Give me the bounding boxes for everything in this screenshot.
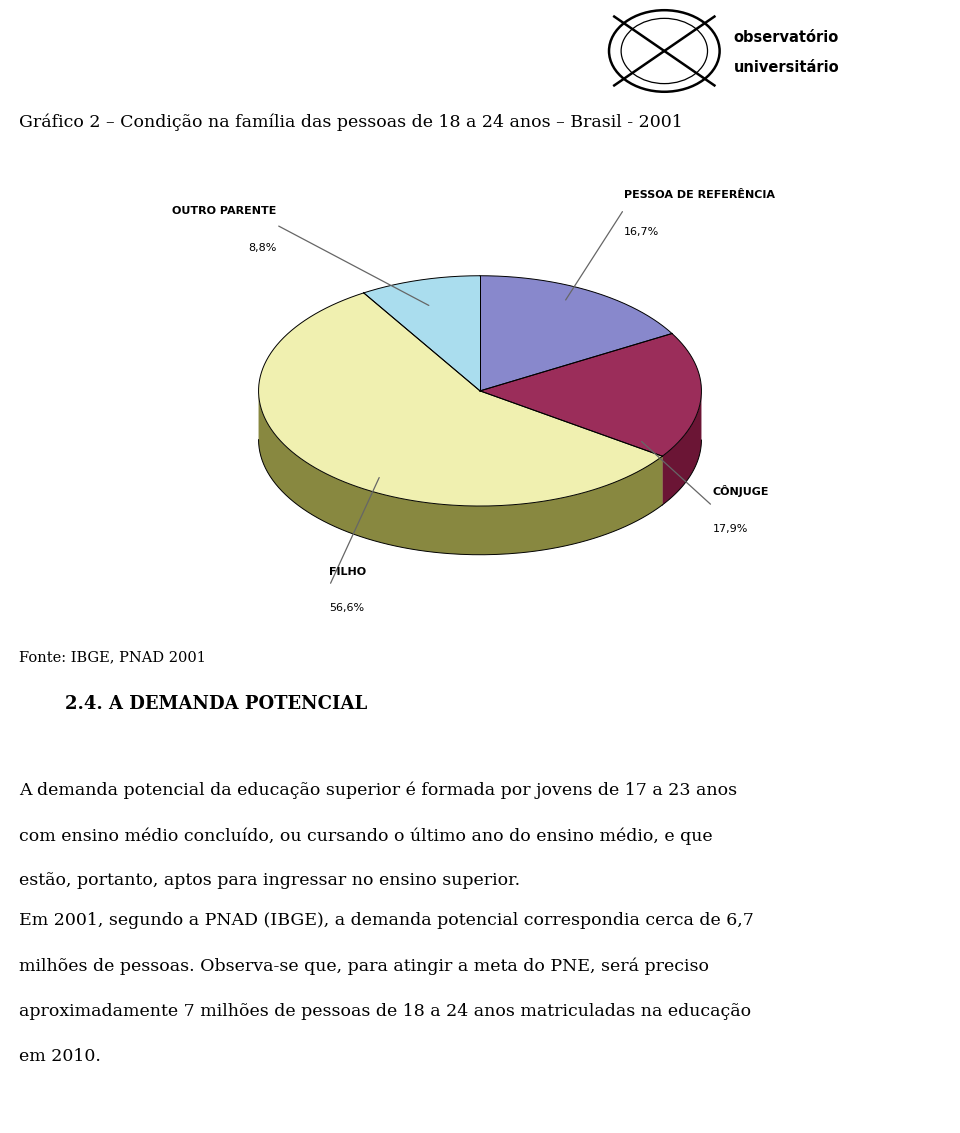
Text: com ensino médio concluído, ou cursando o último ano do ensino médio, e que: com ensino médio concluído, ou cursando … <box>19 827 713 844</box>
Polygon shape <box>258 293 662 506</box>
Polygon shape <box>480 333 702 457</box>
Text: 56,6%: 56,6% <box>329 604 365 613</box>
Text: PESSOA DE REFERÊNCIA: PESSOA DE REFERÊNCIA <box>624 190 775 201</box>
Text: 16,7%: 16,7% <box>624 227 660 237</box>
Text: 2.4. A DEMANDA POTENCIAL: 2.4. A DEMANDA POTENCIAL <box>65 695 368 713</box>
Polygon shape <box>480 391 662 505</box>
Text: A demanda potencial da educação superior é formada por jovens de 17 a 23 anos: A demanda potencial da educação superior… <box>19 782 737 799</box>
Polygon shape <box>480 391 662 505</box>
Text: FILHO: FILHO <box>329 566 367 577</box>
Text: 17,9%: 17,9% <box>712 523 748 534</box>
Text: estão, portanto, aptos para ingressar no ensino superior.: estão, portanto, aptos para ingressar no… <box>19 872 520 889</box>
Text: em 2010.: em 2010. <box>19 1048 101 1065</box>
Text: universitário: universitário <box>733 60 839 75</box>
Text: Fonte: IBGE, PNAD 2001: Fonte: IBGE, PNAD 2001 <box>19 650 206 664</box>
Polygon shape <box>480 275 672 391</box>
Text: milhões de pessoas. Observa-se que, para atingir a meta do PNE, será preciso: milhões de pessoas. Observa-se que, para… <box>19 957 709 974</box>
Text: aproximadamente 7 milhões de pessoas de 18 a 24 anos matriculadas na educação: aproximadamente 7 milhões de pessoas de … <box>19 1003 752 1020</box>
Text: 8,8%: 8,8% <box>248 242 276 253</box>
Text: OUTRO PARENTE: OUTRO PARENTE <box>172 206 276 216</box>
Text: Em 2001, segundo a PNAD (IBGE), a demanda potencial correspondia cerca de 6,7: Em 2001, segundo a PNAD (IBGE), a demand… <box>19 912 754 929</box>
Text: CÔNJUGE: CÔNJUGE <box>712 485 769 497</box>
Polygon shape <box>258 391 662 555</box>
Text: observatório: observatório <box>733 29 839 45</box>
Polygon shape <box>364 275 480 391</box>
Polygon shape <box>662 391 702 505</box>
Text: Gráfico 2 – Condição na família das pessoas de 18 a 24 anos – Brasil - 2001: Gráfico 2 – Condição na família das pess… <box>19 113 683 130</box>
